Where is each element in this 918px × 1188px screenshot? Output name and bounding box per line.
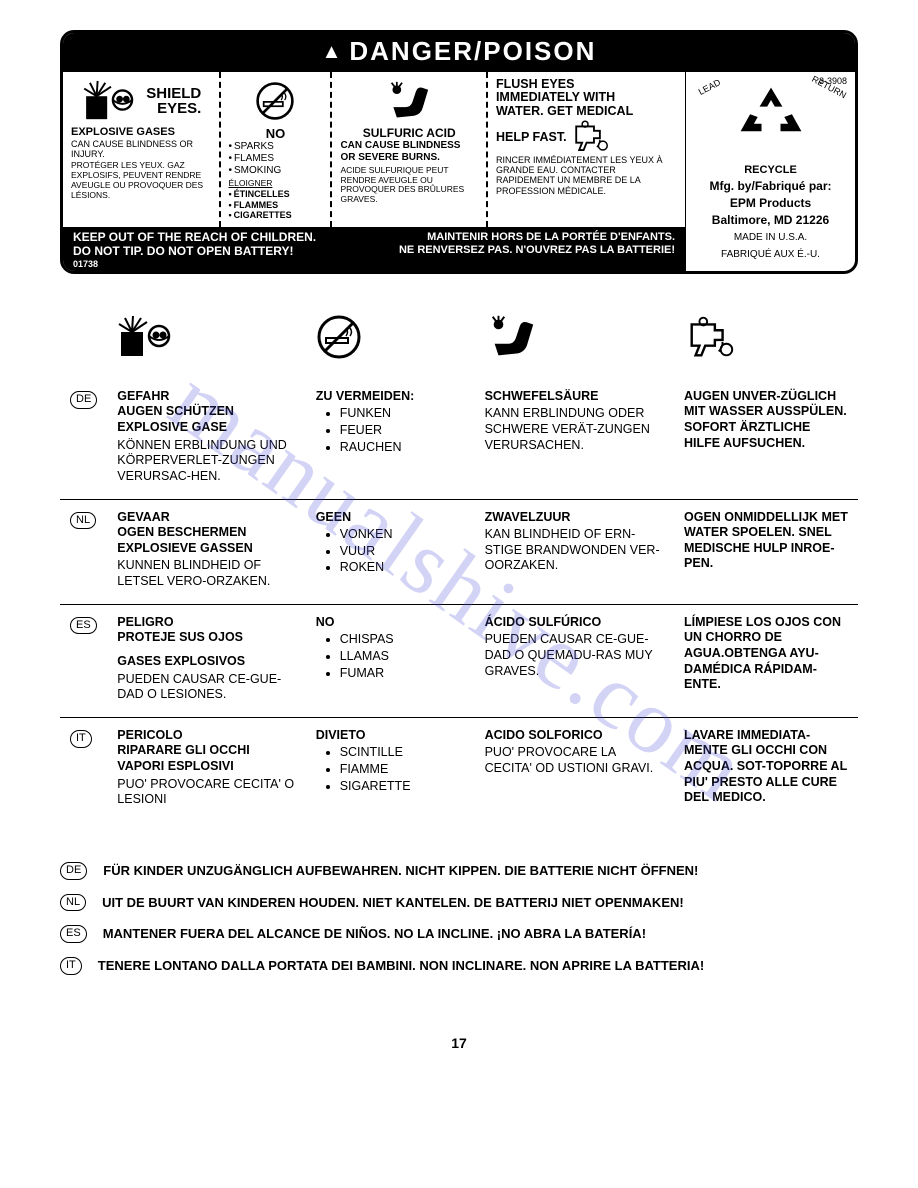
lang-row: IT PERICOLORIPARARE GLI OCCHIVAPORI ESPL… bbox=[60, 717, 858, 822]
lang-code-badge: NL bbox=[70, 512, 96, 530]
no-smoking-icon bbox=[316, 314, 362, 360]
footnote-row: ESMANTENER FUERA DEL ALCANCE DE NIÑOS. N… bbox=[60, 925, 858, 943]
icon-row bbox=[60, 304, 858, 379]
lang-row: DE GEFAHRAUGEN SCHÜTZENEXPLOSIVE GASEKÖN… bbox=[60, 379, 858, 499]
lang-code-badge: IT bbox=[70, 730, 92, 748]
recycle-icon bbox=[733, 80, 809, 156]
lang-row: ES PELIGROPROTEJE SUS OJOSGASES EXPLOSIV… bbox=[60, 604, 858, 717]
footnote-row: ITTENERE LONTANO DALLA PORTATA DEI BAMBI… bbox=[60, 957, 858, 975]
faucet-eye-icon bbox=[570, 119, 612, 153]
label-header: ▲DANGER/POISON bbox=[63, 33, 855, 72]
keep-out-notes: DEFÜR KINDER UNZUGÄNGLICH AUFBEWAHREN. N… bbox=[60, 862, 858, 975]
footnote-row: DEFÜR KINDER UNZUGÄNGLICH AUFBEWAHREN. N… bbox=[60, 862, 858, 880]
explosion-goggles-icon bbox=[80, 79, 142, 123]
page-number: 17 bbox=[60, 1035, 858, 1053]
footnote-row: NLUIT DE BUURT VAN KINDEREN HOUDEN. NIET… bbox=[60, 894, 858, 912]
lang-code-badge: DE bbox=[60, 862, 87, 880]
label-footer: KEEP OUT OF THE REACH OF CHILDREN. DO NO… bbox=[63, 227, 685, 271]
explosion-goggles-icon bbox=[117, 314, 177, 360]
warning-label: ▲DANGER/POISON SHIELD EYES. EXPLOSIVE GA… bbox=[60, 30, 858, 274]
lang-code-badge: IT bbox=[60, 957, 82, 975]
acid-hand-icon bbox=[384, 81, 434, 121]
no-smoking-icon bbox=[255, 81, 295, 121]
acid-hand-icon bbox=[485, 314, 539, 360]
lang-code-badge: DE bbox=[70, 391, 97, 409]
lang-row: NL GEVAAROGEN BESCHERMENEXPLOSIEVE GASSE… bbox=[60, 499, 858, 604]
language-table: DE GEFAHRAUGEN SCHÜTZENEXPLOSIVE GASEKÖN… bbox=[60, 304, 858, 822]
lang-code-badge: NL bbox=[60, 894, 86, 912]
lang-code-badge: ES bbox=[70, 617, 97, 635]
lang-code-badge: ES bbox=[60, 925, 87, 943]
faucet-eye-icon bbox=[684, 314, 738, 360]
recycle-panel: 3-3908 LEAD RETURN RECYCLE Mfg. by/Fabri… bbox=[685, 72, 855, 272]
